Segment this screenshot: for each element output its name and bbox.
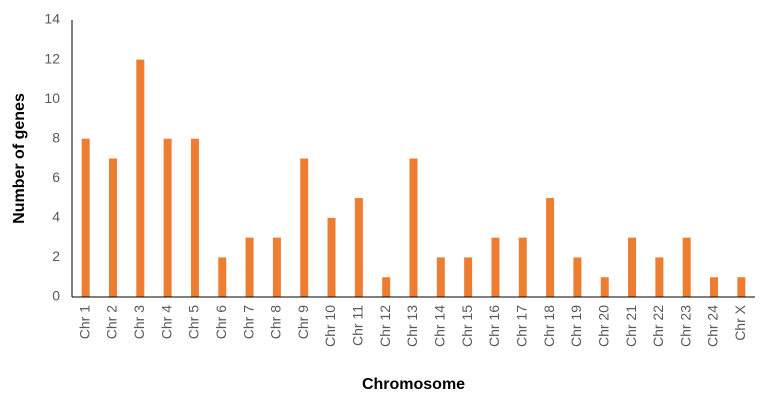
x-tick-label: Chr 2 <box>104 305 120 339</box>
bar-chr-10 <box>327 217 336 297</box>
x-tick-label: Chr 24 <box>705 305 721 347</box>
y-tick-label: 8 <box>52 129 60 145</box>
x-tick-label: Chr 8 <box>268 305 284 339</box>
x-tick-label: Chr 23 <box>677 305 693 347</box>
x-tick-label: Chr 19 <box>568 305 584 347</box>
y-tick-label: 2 <box>52 248 60 264</box>
bar-chr-9 <box>300 158 309 297</box>
bar-chr-6 <box>218 257 227 297</box>
x-tick-label: Chr 1 <box>76 305 92 339</box>
x-tick-label: Chr 11 <box>350 305 366 346</box>
bar-chr-3 <box>136 59 145 298</box>
y-tick-label: 0 <box>52 288 60 304</box>
bar-chr-4 <box>163 138 172 297</box>
x-tick-label: Chr 22 <box>650 305 666 347</box>
x-tick-label: Chr 7 <box>240 305 256 339</box>
y-tick-label: 6 <box>52 169 60 185</box>
y-tick-label: 10 <box>44 90 60 106</box>
x-tick-label: Chr 12 <box>377 305 393 347</box>
x-tick-label: Chr 3 <box>131 305 147 339</box>
bar-chr-8 <box>272 237 281 297</box>
bars <box>81 59 746 298</box>
bar-chr-21 <box>628 237 637 297</box>
bar-chr-20 <box>600 277 609 297</box>
bar-chr-5 <box>190 138 199 297</box>
bar-chr-23 <box>682 237 691 297</box>
y-tick-label: 12 <box>44 50 60 66</box>
x-tick-label: Chr 15 <box>459 305 475 347</box>
bar-chr-13 <box>409 158 418 297</box>
x-tick-label: Chr 5 <box>186 305 202 339</box>
x-tick-label: Chr 10 <box>322 305 338 347</box>
bar-chr-15 <box>464 257 473 297</box>
bar-chr-18 <box>546 198 555 297</box>
bar-chr-17 <box>518 237 527 297</box>
bar-chr-2 <box>108 158 117 297</box>
bar-chr-x <box>737 277 746 297</box>
x-tick-label: Chr 21 <box>623 305 639 347</box>
x-axis-title: Chromosome <box>362 376 465 393</box>
x-tick-label: Chr 13 <box>404 305 420 347</box>
bar-chr-22 <box>655 257 664 297</box>
x-tick-label: Chr 6 <box>213 305 229 339</box>
bar-chr-16 <box>491 237 500 297</box>
y-tick-labels: 0 2 4 6 8 10 12 14 <box>44 11 60 304</box>
y-tick-label: 14 <box>44 11 60 27</box>
x-tick-labels: Chr 1 Chr 2 Chr 3 Chr 4 Chr 5 Chr 6 Chr 7 Chr 8… <box>76 304 748 347</box>
x-tick-label: Chr 4 <box>158 305 174 339</box>
x-tick-label: Chr 16 <box>486 305 502 347</box>
x-tick-label: Chr 9 <box>295 305 311 339</box>
x-tick-label: Chr 17 <box>513 305 529 347</box>
x-tick-label: Chr 20 <box>595 305 611 347</box>
x-tick-label: Chr X <box>732 304 748 340</box>
y-axis-title: Number of genes <box>11 93 28 224</box>
bar-chr-1 <box>81 138 90 297</box>
x-tick-label: Chr 18 <box>541 305 557 347</box>
bar-chr-14 <box>436 257 445 297</box>
bar-chr-7 <box>245 237 254 297</box>
y-tick-label: 4 <box>52 209 60 225</box>
bar-chr-12 <box>382 277 391 297</box>
bar-chr-24 <box>710 277 719 297</box>
bar-chr-19 <box>573 257 582 297</box>
x-tick-label: Chr 14 <box>432 305 448 347</box>
bar-chr-11 <box>354 198 363 297</box>
